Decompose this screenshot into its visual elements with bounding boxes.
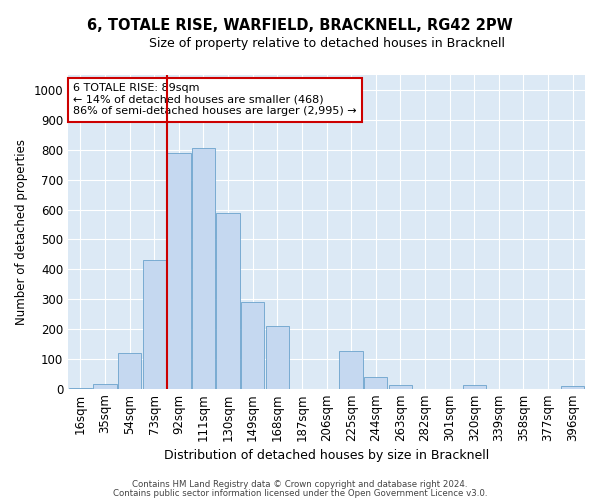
Bar (463, 385, 486, 388)
Bar (217, 212, 240, 388)
Bar (192, 148, 215, 388)
Bar (389, 385, 412, 388)
Bar (241, 302, 265, 388)
Text: Contains public sector information licensed under the Open Government Licence v3: Contains public sector information licen… (113, 489, 487, 498)
Bar (93, 384, 116, 388)
Bar (340, 352, 363, 389)
Text: Contains HM Land Registry data © Crown copyright and database right 2024.: Contains HM Land Registry data © Crown c… (132, 480, 468, 489)
Text: 6 TOTALE RISE: 89sqm
← 14% of detached houses are smaller (468)
86% of semi-deta: 6 TOTALE RISE: 89sqm ← 14% of detached h… (73, 83, 357, 116)
Bar (266, 326, 289, 388)
X-axis label: Distribution of detached houses by size in Bracknell: Distribution of detached houses by size … (164, 450, 489, 462)
Bar (364, 376, 388, 388)
Bar (143, 260, 166, 388)
Bar (118, 353, 141, 388)
Bar (561, 386, 584, 388)
Y-axis label: Number of detached properties: Number of detached properties (15, 139, 28, 325)
Text: 6, TOTALE RISE, WARFIELD, BRACKNELL, RG42 2PW: 6, TOTALE RISE, WARFIELD, BRACKNELL, RG4… (87, 18, 513, 32)
Title: Size of property relative to detached houses in Bracknell: Size of property relative to detached ho… (149, 38, 505, 51)
Bar (167, 153, 191, 388)
